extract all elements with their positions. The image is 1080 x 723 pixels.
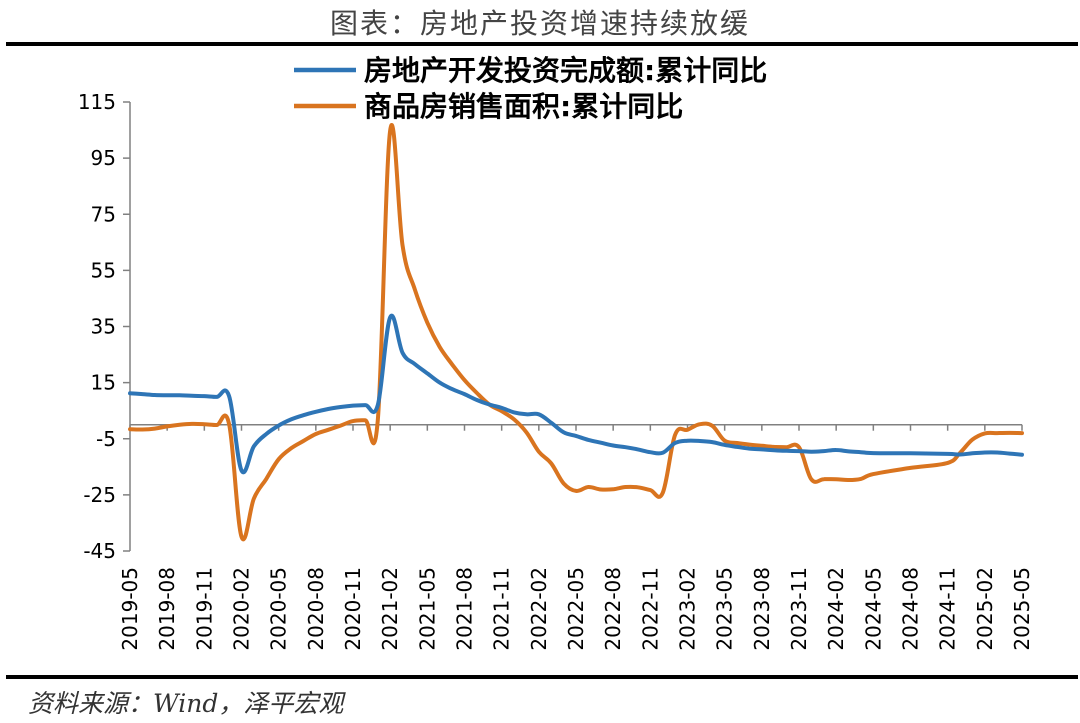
x-tick-label: 2022-02 xyxy=(527,567,551,651)
x-tick-label: 2024-11 xyxy=(936,567,960,651)
x-tick-label: 2023-02 xyxy=(676,567,700,651)
x-tick-label: 2021-05 xyxy=(415,567,439,651)
y-tick-label: -45 xyxy=(83,539,116,563)
x-tick-label: 2021-08 xyxy=(453,567,477,651)
x-tick-label: 2022-05 xyxy=(564,567,588,651)
bottom-rule xyxy=(6,675,1078,679)
x-tick-label: 2020-11 xyxy=(341,567,365,651)
legend-item-sales-area-label: 商品房销售面积:累计同比 xyxy=(364,90,683,123)
x-tick-label: 2019-11 xyxy=(192,567,216,651)
x-tick-label: 2023-11 xyxy=(787,567,811,651)
x-tick-label: 2019-08 xyxy=(155,567,179,651)
y-tick-label: 95 xyxy=(91,146,116,170)
x-tick-label: 2023-08 xyxy=(750,567,774,651)
x-tick-label: 2022-11 xyxy=(638,567,662,651)
y-tick-label: 15 xyxy=(91,371,116,395)
x-tick-label: 2024-05 xyxy=(861,567,885,651)
x-tick-label: 2024-08 xyxy=(899,567,923,651)
y-tick-label: 115 xyxy=(78,90,116,114)
y-tick-label: -5 xyxy=(96,427,116,451)
y-tick-label: -25 xyxy=(83,483,116,507)
x-tick-label: 2020-02 xyxy=(230,567,254,651)
legend-item-investment-label: 房地产开发投资完成额:累计同比 xyxy=(364,54,767,87)
x-tick-label: 2025-02 xyxy=(973,567,997,651)
series-lines xyxy=(128,123,1024,542)
x-tick-label: 2024-02 xyxy=(824,567,848,651)
top-rule xyxy=(6,42,1078,46)
x-tick-label: 2019-05 xyxy=(118,567,142,651)
x-tick-label: 2022-08 xyxy=(601,567,625,651)
x-tick-label: 2020-05 xyxy=(267,567,291,651)
x-tick-label: 2023-05 xyxy=(713,567,737,651)
investment-line xyxy=(128,313,1024,475)
x-tick-label: 2020-08 xyxy=(304,567,328,651)
sales-area-line xyxy=(128,123,1024,542)
y-tick-label: 55 xyxy=(91,258,116,282)
x-tick-label: 2025-05 xyxy=(1010,567,1034,651)
x-tick-label: 2021-11 xyxy=(490,567,514,651)
y-tick-label: 35 xyxy=(91,315,116,339)
y-tick-label: 75 xyxy=(91,202,116,226)
source-note: 资料来源：Wind，泽平宏观 xyxy=(28,689,344,718)
x-tick-label: 2021-02 xyxy=(378,567,402,651)
chart-title: 图表：房地产投资增速持续放缓 xyxy=(329,7,750,40)
